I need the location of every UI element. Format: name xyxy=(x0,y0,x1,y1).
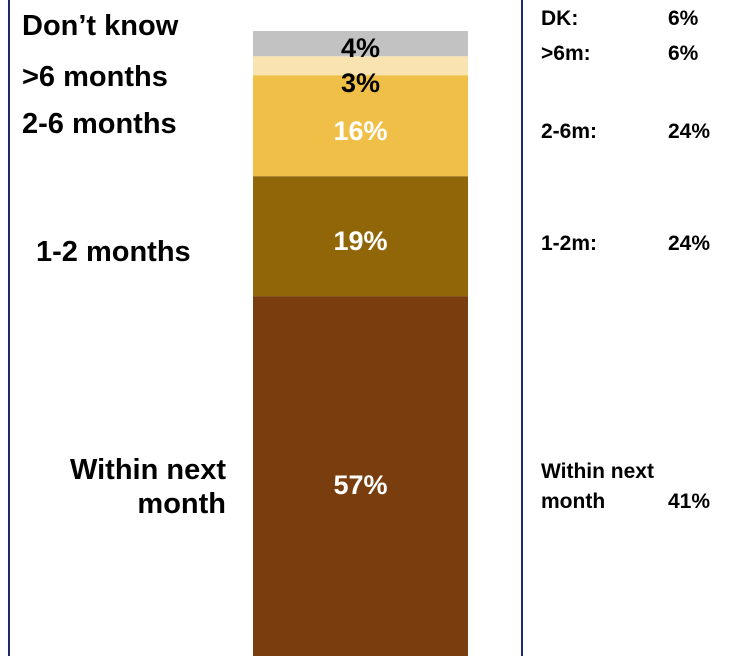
comparison-value-within-next-month: 41% xyxy=(668,490,711,513)
bar-segment-don-t-know xyxy=(253,31,468,57)
data-label-1-2-months: 19% xyxy=(333,226,387,256)
comparison-label-over-6m: >6m: xyxy=(541,42,591,65)
data-label-2-6-months: 16% xyxy=(333,116,387,146)
comparison-label-1-2m: 1-2m: xyxy=(541,232,598,255)
comparison-value-dk: 6% xyxy=(668,7,699,30)
data-label-6-months: 3% xyxy=(341,68,380,98)
comparison-value-1-2m: 24% xyxy=(668,232,711,255)
comparison-label-dk: DK: xyxy=(541,7,579,30)
data-label-don-t-know: 4% xyxy=(341,33,380,63)
category-label-within-next-month: Within next month xyxy=(69,454,226,520)
bar-segment-2-6-months xyxy=(253,75,468,177)
comparison-value-over-6m: 6% xyxy=(668,42,699,65)
bar-segment-within-next-month xyxy=(253,296,468,656)
category-label-1-2-months: 1-2 months xyxy=(36,236,191,268)
comparison-label-within-next-month: Within next month xyxy=(541,460,654,513)
divider-line xyxy=(521,0,523,656)
comparison-label-2-6m: 2-6m: xyxy=(541,120,598,143)
comparison-value-2-6m: 24% xyxy=(668,120,711,143)
data-label-within-next-month: 57% xyxy=(333,470,387,500)
bar-segment-6-months xyxy=(253,56,468,76)
left-border-line xyxy=(8,0,10,656)
category-label-dont-know: Don’t know xyxy=(22,10,179,42)
category-label-over-6-months: >6 months xyxy=(22,61,168,93)
bar-segment-1-2-months xyxy=(253,176,468,297)
category-label-2-6-months: 2-6 months xyxy=(22,108,177,140)
